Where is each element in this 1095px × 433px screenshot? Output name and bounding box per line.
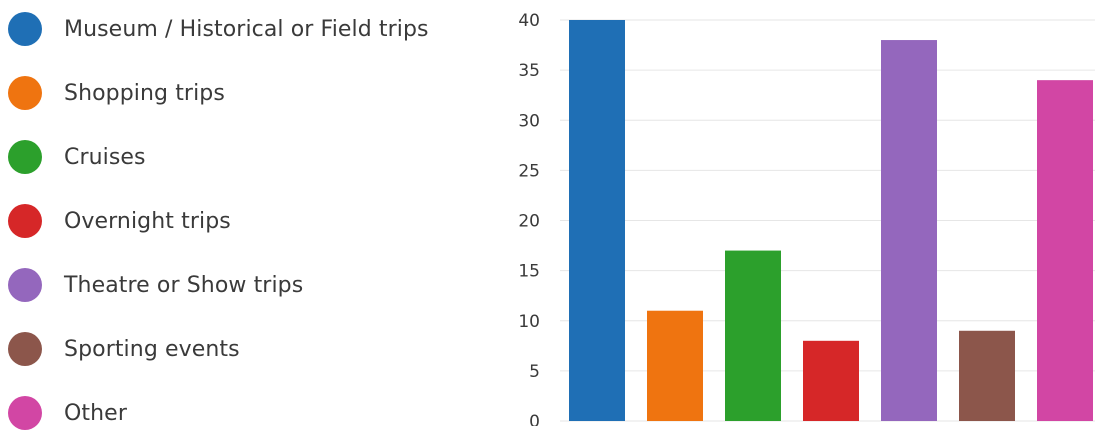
y-tick-label: 15 <box>518 262 540 282</box>
legend-label: Museum / Historical or Field trips <box>64 16 429 42</box>
legend-label: Shopping trips <box>64 80 225 106</box>
bar <box>959 330 1015 421</box>
legend-item: Museum / Historical or Field trips <box>8 9 429 49</box>
legend-swatch <box>8 268 42 302</box>
y-tick-label: 20 <box>518 212 540 232</box>
y-tick-label: 5 <box>529 362 540 382</box>
bar <box>1037 80 1093 422</box>
y-tick-label: 30 <box>518 111 540 131</box>
bar <box>881 40 937 422</box>
legend-item: Shopping trips <box>8 73 225 113</box>
y-tick-label: 10 <box>518 312 540 332</box>
legend-item: Other <box>8 393 127 433</box>
legend-swatch <box>8 140 42 174</box>
legend-item: Sporting events <box>8 329 240 369</box>
bar <box>569 20 625 421</box>
legend-item: Overnight trips <box>8 201 231 241</box>
chart-legend: Museum / Historical or Field trips Shoppi… <box>0 0 470 430</box>
legend-label: Cruises <box>64 144 146 170</box>
legend-label: Overnight trips <box>64 208 231 234</box>
y-tick-label: 0 <box>529 412 540 426</box>
legend-swatch <box>8 76 42 110</box>
legend-label: Sporting events <box>64 336 240 362</box>
legend-label: Theatre or Show trips <box>64 272 304 298</box>
legend-item: Theatre or Show trips <box>8 265 303 305</box>
y-tick-label: 40 <box>518 11 540 31</box>
legend-swatch <box>8 12 42 46</box>
bar <box>725 250 781 421</box>
bar-chart: 0 5 10 15 20 25 30 35 40 <box>518 11 1095 426</box>
legend-swatch <box>8 204 42 238</box>
legend-swatch <box>8 332 42 366</box>
bar <box>803 340 859 421</box>
legend-swatch <box>8 396 42 430</box>
legend-label: Other <box>64 400 127 426</box>
y-tick-label: 35 <box>518 61 540 81</box>
y-tick-label: 25 <box>518 161 540 181</box>
bar <box>647 310 703 421</box>
legend-item: Cruises <box>8 137 146 177</box>
